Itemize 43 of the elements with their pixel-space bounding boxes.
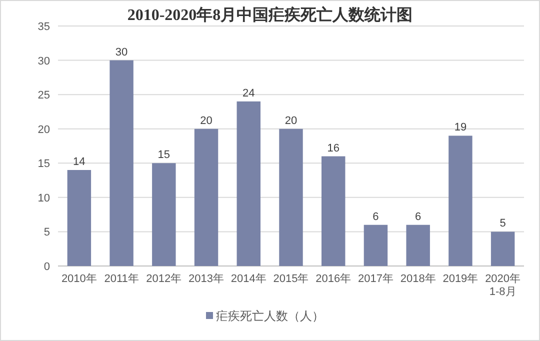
y-tick-label: 10 <box>38 192 50 204</box>
x-tick-label: 2018年 <box>400 273 436 285</box>
data-label: 19 <box>454 122 467 134</box>
x-tick-label: 2011年 <box>104 273 139 285</box>
y-tick-label: 20 <box>38 124 50 136</box>
y-tick-label: 25 <box>38 90 50 102</box>
y-tick-label: 30 <box>38 55 50 68</box>
x-tick-label: 2019年 <box>442 273 478 285</box>
x-tick-label: 2013年 <box>188 273 224 285</box>
bar <box>110 60 134 266</box>
x-tick-label: 2020年1-8月 <box>485 273 521 298</box>
y-tick-label: 35 <box>38 21 50 33</box>
x-tick-label: 2017年 <box>358 273 394 285</box>
bar <box>152 163 176 266</box>
chart-title: 2010-2020年8月中国疟疾死亡人数统计图 <box>127 5 413 24</box>
x-tick-label: 2012年 <box>146 273 182 285</box>
data-label: 30 <box>115 46 128 58</box>
bar <box>406 224 430 266</box>
bar <box>236 101 260 266</box>
data-label: 5 <box>500 218 506 230</box>
bar <box>448 136 472 266</box>
bar <box>490 232 515 266</box>
bar <box>279 128 303 266</box>
y-tick-label: 0 <box>44 261 50 273</box>
bar <box>194 128 218 266</box>
x-tick-label: 2014年 <box>230 273 266 285</box>
y-tick-label: 5 <box>44 226 50 239</box>
data-label: 20 <box>284 114 298 127</box>
data-label: 16 <box>327 142 340 154</box>
data-label: 6 <box>415 210 422 223</box>
x-tick-label: 2016年 <box>316 273 352 285</box>
data-label: 14 <box>73 156 86 168</box>
data-label: 6 <box>372 210 379 223</box>
legend-label: 疟疾死亡人数（人） <box>216 309 324 323</box>
y-tick-label: 15 <box>38 158 50 170</box>
x-tick-label: 2010年 <box>61 273 97 285</box>
data-label: 15 <box>158 149 170 162</box>
x-tick-label: 2015年 <box>273 273 309 285</box>
bar <box>364 224 388 266</box>
data-label: 24 <box>242 87 255 100</box>
bar <box>67 170 92 266</box>
data-label: 20 <box>200 114 212 127</box>
bar <box>322 156 346 266</box>
